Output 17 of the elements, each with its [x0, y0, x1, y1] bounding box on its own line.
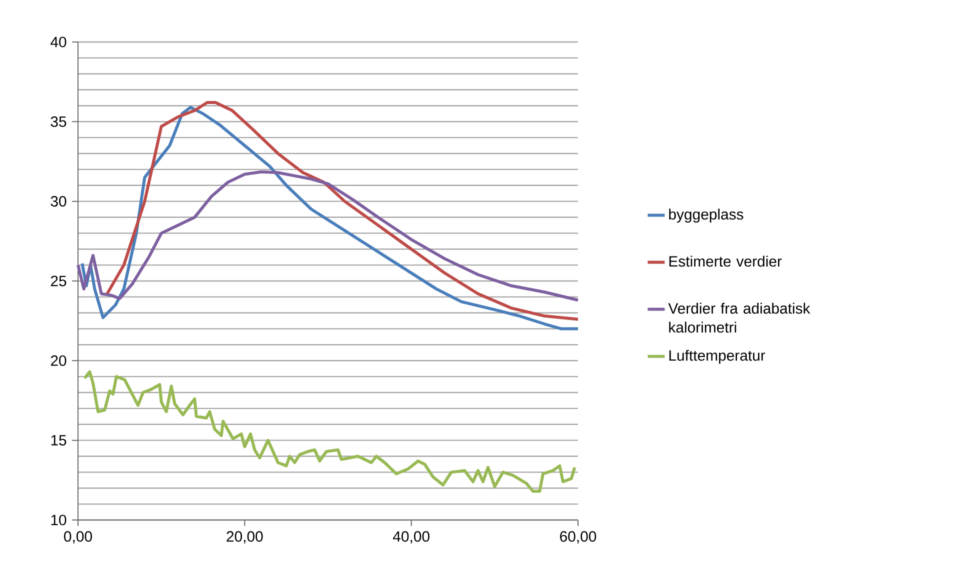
- legend-label: Verdier fra adiabatisk kalorimetri: [668, 302, 810, 333]
- y-tick-label: 30: [50, 196, 66, 207]
- y-tick-label: 20: [50, 355, 66, 366]
- line-series: [83, 370, 576, 493]
- x-tick-label: 60,00: [560, 531, 596, 544]
- x-tick-label: 20,00: [226, 531, 263, 544]
- y-tick-label: 35: [50, 116, 66, 127]
- x-tick-label: 40,00: [392, 531, 430, 544]
- y-tick-label: 15: [51, 435, 66, 446]
- legend-label: Lufttemperatur: [669, 350, 766, 364]
- line-series: [76, 170, 580, 302]
- y-tick-label: 25: [50, 276, 66, 286]
- x-tick-label: 0,00: [64, 531, 92, 544]
- y-tick-label: 10: [51, 514, 66, 526]
- legend-label: byggeplass: [669, 208, 744, 223]
- y-tick-label: 40: [50, 36, 66, 48]
- legend-label: Estimerte verdier: [669, 256, 782, 267]
